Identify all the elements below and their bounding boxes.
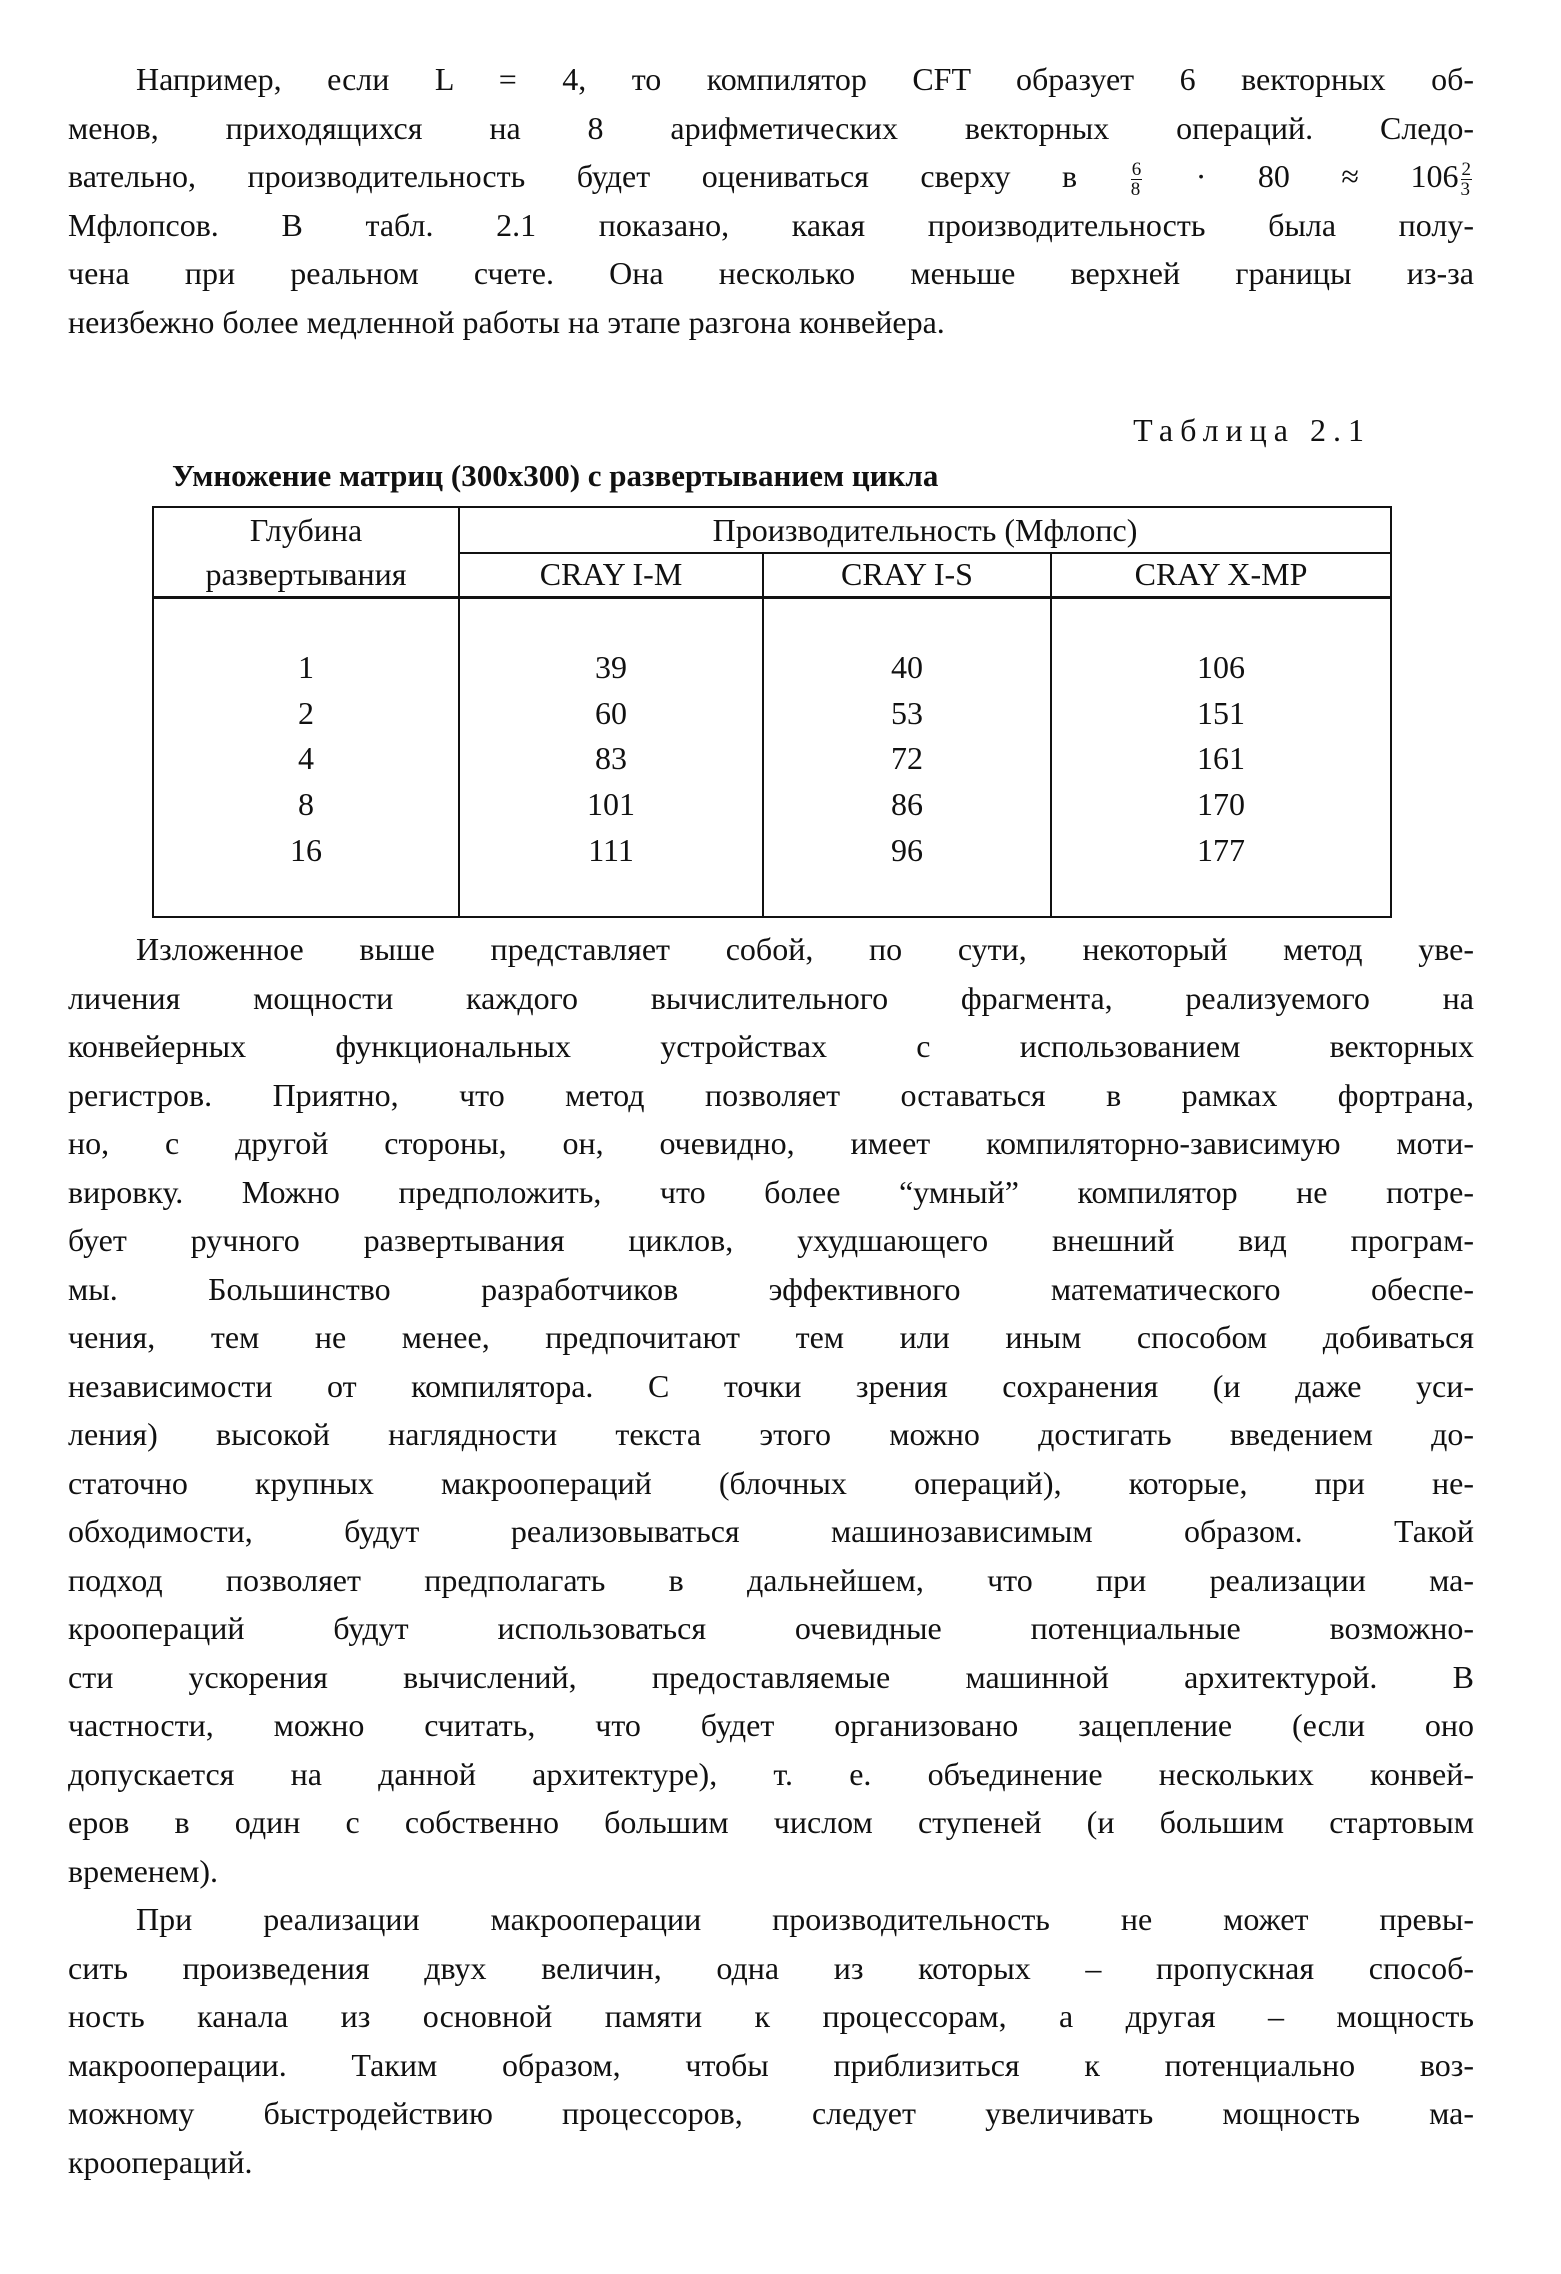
text-line: чения, тем не менее, предпочитают тем ил…	[68, 1319, 1474, 1355]
text-line: временем).	[68, 1852, 218, 1889]
text-line: кроопераций будут использоваться очевидн…	[68, 1610, 1474, 1646]
text-line: допускается на данной архитектуре), т. е…	[68, 1755, 1474, 1792]
value-cell: 106	[1197, 649, 1245, 685]
text-line: можному быстродействию процессоров, след…	[68, 2095, 1474, 2131]
value-cell: 86	[891, 786, 923, 823]
text-line: Изложенное выше представляет собой, по с…	[136, 931, 1474, 967]
depth-cell: 2	[298, 694, 314, 731]
value-cell: 161	[1197, 740, 1245, 777]
row-header-label: развертывания	[205, 556, 407, 592]
value-cell: 177	[1197, 831, 1245, 868]
fraction-denominator: 3	[1460, 179, 1471, 201]
text-line: сить произведения двух величин, одна из …	[68, 1949, 1474, 1986]
text-line: регистров. Приятно, что метод позволяет …	[68, 1076, 1474, 1113]
paragraph-2: Изложенное выше представляет собой, по с…	[68, 925, 1474, 1895]
paragraph-1: Например, если L = 4, то компилятор CFT …	[68, 55, 1474, 346]
fraction-numerator: 6	[1130, 159, 1143, 181]
text-line: конвейерных функциональных устройствах с…	[68, 1028, 1474, 1064]
value-cell: 101	[587, 786, 635, 823]
text-line: вировку. Можно предположить, что более “…	[68, 1173, 1474, 1210]
formula-line-text: вательно, производительность будет оцени…	[68, 158, 1078, 194]
column-divider	[762, 552, 764, 916]
value-cell: 53	[891, 694, 923, 731]
group-header: Производительность (Мфлопс)	[712, 512, 1138, 548]
value-cell: 60	[595, 694, 627, 731]
text-line: частности, можно считать, что будет орга…	[68, 1707, 1474, 1743]
depth-cell: 16	[290, 831, 322, 868]
header-bottom-border	[154, 596, 1390, 599]
value-cell: 40	[891, 649, 923, 685]
text-line: Мфлопсов. В табл. 2.1 показано, какая пр…	[68, 206, 1474, 243]
text-line: но, с другой стороны, он, очевидно, имее…	[68, 1125, 1474, 1161]
text-line: личения мощности каждого вычислительного…	[68, 979, 1474, 1016]
value-cell: 83	[595, 740, 627, 777]
value-cell: 72	[891, 740, 923, 777]
text-line: обходимости, будут реализовываться машин…	[68, 1513, 1474, 1549]
depth-cell: 4	[298, 740, 314, 777]
column-divider	[1050, 552, 1052, 916]
paragraph-3: При реализации макрооперации производите…	[68, 1895, 1474, 2186]
text-line: неизбежно более медленной работы на этап…	[68, 303, 945, 340]
column-header: CRAY I-M	[539, 556, 683, 592]
value-cell: 170	[1197, 786, 1245, 823]
text-line: Например, если L = 4, то компилятор CFT …	[136, 61, 1474, 97]
table-title: Умножение матриц (300х300) с развертыван…	[172, 458, 939, 493]
row-header-label: Глубина	[249, 512, 363, 548]
text-line: сти ускорения вычислений, предоставляемы…	[68, 1658, 1474, 1695]
depth-cell: 1	[298, 649, 314, 685]
text-line: подход позволяет предполагать в дальнейш…	[68, 1561, 1474, 1598]
fraction-numerator: 2	[1460, 159, 1473, 181]
text-line: вательно, производительность будет оцени…	[68, 152, 1474, 201]
text-line: чена при реальном счете. Она несколько м…	[68, 255, 1474, 291]
column-header: CRAY X-MP	[1134, 556, 1308, 592]
text-line: мы. Большинство разработчиков эффективно…	[68, 1270, 1474, 1307]
text-line: менов, приходящихся на 8 арифметических …	[68, 109, 1474, 146]
table-number: Таблица 2.1	[1133, 412, 1371, 448]
text-line: статочно крупных макроопераций (блочных …	[68, 1464, 1474, 1501]
text-line: бует ручного развертывания циклов, ухудш…	[68, 1222, 1474, 1258]
formula-middle: · 80 ≈ 106	[1195, 158, 1459, 194]
row-divider	[458, 552, 1390, 554]
text-line: еров в один с собственно большим числом …	[68, 1804, 1474, 1840]
value-cell: 151	[1197, 694, 1245, 731]
text-line: кроопераций.	[68, 2143, 253, 2180]
column-header: CRAY I-S	[841, 556, 973, 592]
column-divider	[458, 508, 460, 916]
text-line: ность канала из основной памяти к процес…	[68, 1998, 1474, 2034]
performance-table: Глубина развертывания Производительность…	[152, 506, 1392, 918]
text-line: ления) высокой наглядности текста этого …	[68, 1416, 1474, 1452]
text-line: макрооперации. Таким образом, чтобы приб…	[68, 2046, 1474, 2083]
value-cell: 111	[588, 831, 634, 868]
text-line: независимости от компилятора. С точки зр…	[68, 1367, 1474, 1404]
text-line: При реализации макрооперации производите…	[136, 1901, 1474, 1937]
fraction-denominator: 8	[1130, 179, 1141, 201]
value-cell: 39	[595, 649, 627, 685]
depth-cell: 8	[298, 786, 314, 823]
value-cell: 96	[891, 831, 923, 868]
